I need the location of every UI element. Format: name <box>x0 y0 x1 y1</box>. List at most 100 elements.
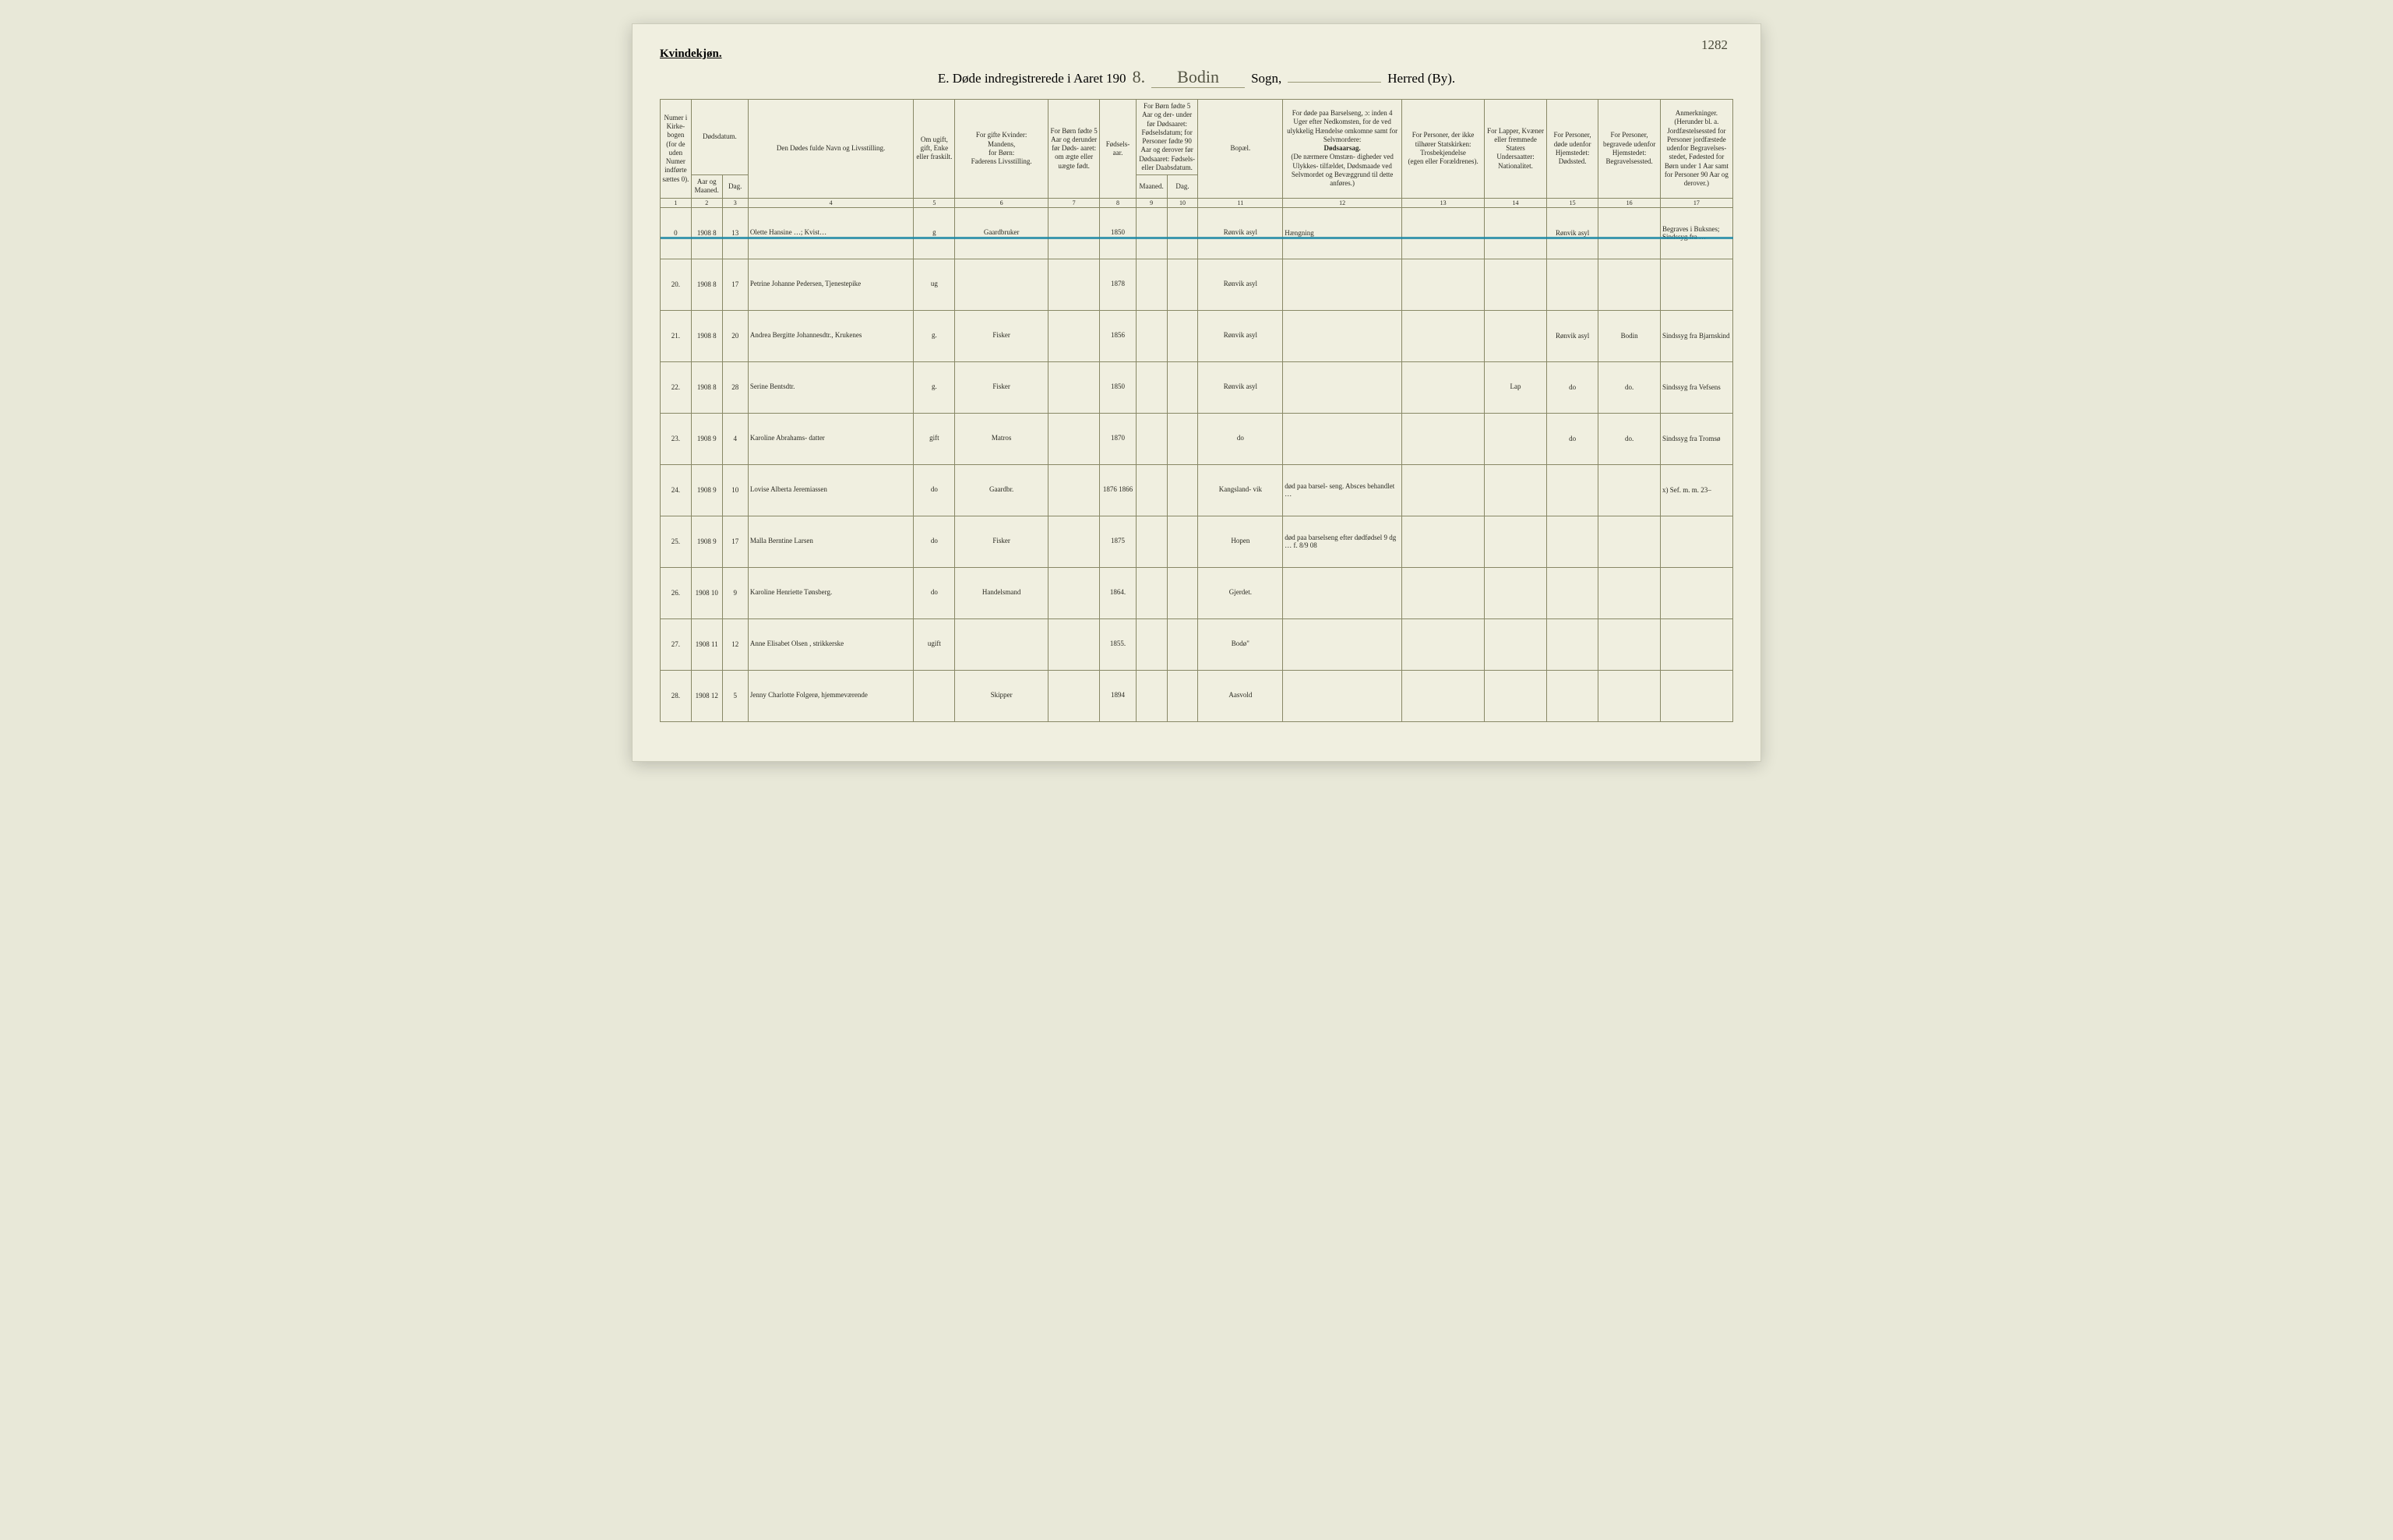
cell-day: 17 <box>722 259 748 310</box>
cell-remarks <box>1660 516 1732 567</box>
col-6-header: For gifte Kvinder: Mandens, for Børn: Fa… <box>955 100 1048 199</box>
column-number: 15 <box>1546 198 1598 207</box>
cell-status: do <box>914 464 955 516</box>
column-number: 8 <box>1100 198 1136 207</box>
cell-father: Fisker <box>955 361 1048 413</box>
cell-bm <box>1136 207 1167 259</box>
cell-bd <box>1167 207 1198 259</box>
cell-name: Olette Hansine …; Kvist… <box>748 207 913 259</box>
cell-bm <box>1136 310 1167 361</box>
table-row: 01908 813Olette Hansine …; Kvist…gGaardb… <box>661 207 1733 259</box>
col-9-header-top: For Børn fødte 5 Aar og der- under før D… <box>1136 100 1198 175</box>
col-13-header: For Personer, der ikke tilhører Statskir… <box>1402 100 1485 199</box>
cell-remarks <box>1660 618 1732 670</box>
cell-num: 26. <box>661 567 692 618</box>
cell-name: Lovise Alberta Jeremiassen <box>748 464 913 516</box>
cell-day: 9 <box>722 567 748 618</box>
cell-legit <box>1048 567 1099 618</box>
title-prefix: E. Døde indregistrerede i Aaret 190 <box>938 71 1126 86</box>
cell-c14 <box>1485 413 1547 464</box>
col-8-header: Fødsels- aar. <box>1100 100 1136 199</box>
cell-c16: do. <box>1598 361 1661 413</box>
cell-c13 <box>1402 310 1485 361</box>
cell-c16 <box>1598 516 1661 567</box>
cell-bm <box>1136 516 1167 567</box>
cell-bopael: Aasvold <box>1198 670 1283 721</box>
cell-c13 <box>1402 618 1485 670</box>
cell-c14 <box>1485 310 1547 361</box>
cell-year_mo: 1908 10 <box>691 567 722 618</box>
cell-c16 <box>1598 207 1661 259</box>
column-numbers-row: 1234567891011121314151617 <box>661 198 1733 207</box>
cell-c13 <box>1402 516 1485 567</box>
column-number: 7 <box>1048 198 1099 207</box>
cell-bopael: Bodø" <box>1198 618 1283 670</box>
cell-c13 <box>1402 670 1485 721</box>
column-number: 16 <box>1598 198 1661 207</box>
cell-birth: 1894 <box>1100 670 1136 721</box>
cell-c14 <box>1485 464 1547 516</box>
column-number: 9 <box>1136 198 1167 207</box>
column-number: 12 <box>1283 198 1402 207</box>
cell-remarks: x) Sef. m. m. 23– <box>1660 464 1732 516</box>
cell-c15: do <box>1546 413 1598 464</box>
cell-name: Andrea Bergitte Johannesdtr., Krukenes <box>748 310 913 361</box>
cell-num: 25. <box>661 516 692 567</box>
cell-year_mo: 1908 9 <box>691 413 722 464</box>
cell-legit <box>1048 516 1099 567</box>
col-12-header: For døde paa Barselseng, ɔ: inden 4 Uger… <box>1283 100 1402 199</box>
column-number: 6 <box>955 198 1048 207</box>
col-9a-header: Maaned. <box>1136 175 1167 199</box>
cell-day: 13 <box>722 207 748 259</box>
cell-bd <box>1167 670 1198 721</box>
cell-bd <box>1167 361 1198 413</box>
cell-father <box>955 259 1048 310</box>
table-row: 23.1908 94Karoline Abrahams- dattergiftM… <box>661 413 1733 464</box>
cell-c15: Rønvik asyl <box>1546 310 1598 361</box>
column-number: 1 <box>661 198 692 207</box>
cell-c14 <box>1485 259 1547 310</box>
cell-status: do <box>914 516 955 567</box>
cell-c16: Bodin <box>1598 310 1661 361</box>
cell-remarks: Sindssyg fra Bjarnskind <box>1660 310 1732 361</box>
table-row: 27.1908 1112Anne Elisabet Olsen , strikk… <box>661 618 1733 670</box>
form-title: E. Døde indregistrerede i Aaret 1908. Bo… <box>660 67 1733 88</box>
cell-legit <box>1048 361 1099 413</box>
col-2a-header: Aar og Maaned. <box>691 175 722 199</box>
cell-bd <box>1167 259 1198 310</box>
cell-c14: Lap <box>1485 361 1547 413</box>
cell-day: 28 <box>722 361 748 413</box>
cell-c16 <box>1598 670 1661 721</box>
column-number: 11 <box>1198 198 1283 207</box>
cell-c16 <box>1598 618 1661 670</box>
cell-father: Fisker <box>955 310 1048 361</box>
cell-c15: do <box>1546 361 1598 413</box>
cell-c13 <box>1402 464 1485 516</box>
col-2-header-top: Dødsdatum. <box>691 100 748 175</box>
cell-legit <box>1048 670 1099 721</box>
cell-c15 <box>1546 516 1598 567</box>
cell-father: Matros <box>955 413 1048 464</box>
column-number: 4 <box>748 198 913 207</box>
cell-legit <box>1048 207 1099 259</box>
cell-cause <box>1283 567 1402 618</box>
cell-num: 28. <box>661 670 692 721</box>
table-row: 22.1908 828Serine Bentsdtr.g.Fisker1850R… <box>661 361 1733 413</box>
cell-legit <box>1048 259 1099 310</box>
col-5-header: Om ugift, gift, Enke eller fraskilt. <box>914 100 955 199</box>
gender-label: Kvindekjøn. <box>660 48 1733 61</box>
cell-year_mo: 1908 11 <box>691 618 722 670</box>
cell-cause <box>1283 259 1402 310</box>
cell-year_mo: 1908 9 <box>691 464 722 516</box>
table-row: 24.1908 910Lovise Alberta JeremiassendoG… <box>661 464 1733 516</box>
table-body: 01908 813Olette Hansine …; Kvist…gGaardb… <box>661 207 1733 721</box>
sogn-label: Sogn, <box>1251 71 1281 86</box>
col-1-header: Numer i Kirke- bogen (for de uden Numer … <box>661 100 692 199</box>
cell-status: gift <box>914 413 955 464</box>
cell-year_mo: 1908 8 <box>691 361 722 413</box>
cell-birth: 1864. <box>1100 567 1136 618</box>
cell-year_mo: 1908 9 <box>691 516 722 567</box>
cell-num: 27. <box>661 618 692 670</box>
cell-remarks <box>1660 567 1732 618</box>
cell-year_mo: 1908 12 <box>691 670 722 721</box>
